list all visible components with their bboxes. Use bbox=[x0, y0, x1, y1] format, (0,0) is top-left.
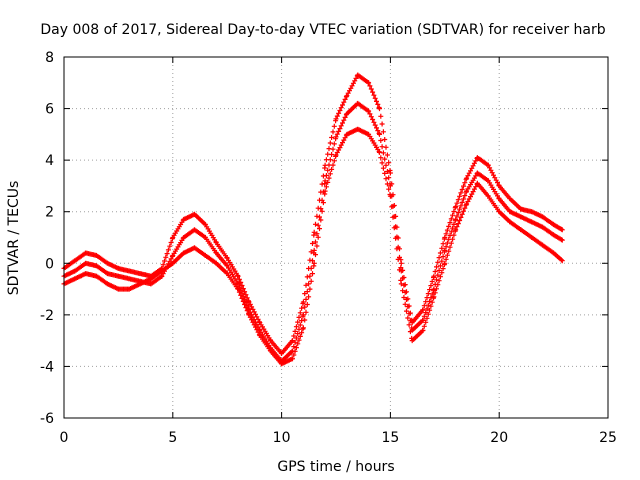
y-tick-label: 6 bbox=[45, 102, 54, 118]
y-tick-label: 2 bbox=[45, 205, 54, 221]
plot-frame bbox=[63, 56, 609, 419]
y-axis-ticks: -6 -4 -2 0 2 4 6 8 bbox=[40, 50, 608, 427]
chart-title: Day 008 of 2017, Sidereal Day-to-day VTE… bbox=[40, 22, 605, 38]
y-tick-label: 4 bbox=[45, 153, 54, 169]
y-tick-label: 8 bbox=[45, 50, 54, 66]
x-axis-label: GPS time / hours bbox=[277, 459, 394, 475]
series-track-1 bbox=[61, 72, 565, 356]
x-tick-label: 10 bbox=[273, 430, 291, 446]
x-tick-label: 25 bbox=[599, 430, 617, 446]
series-track-3 bbox=[61, 126, 565, 367]
y-axis-label: SDTVAR / TECUs bbox=[6, 181, 22, 296]
y-tick-label: -4 bbox=[40, 359, 54, 375]
y-tick-label: -2 bbox=[40, 308, 54, 324]
data-point-markers bbox=[61, 72, 565, 356]
series-layer bbox=[61, 72, 565, 367]
x-tick-label: 5 bbox=[168, 430, 177, 446]
x-tick-label: 0 bbox=[60, 430, 69, 446]
x-tick-label: 15 bbox=[381, 430, 399, 446]
data-point-markers bbox=[61, 126, 565, 367]
x-axis-ticks: 0 5 10 15 20 25 bbox=[60, 57, 617, 446]
x-tick-label: 20 bbox=[490, 430, 508, 446]
y-tick-label: 0 bbox=[45, 256, 54, 272]
y-tick-label: -6 bbox=[40, 411, 54, 427]
grid-lines bbox=[64, 57, 608, 418]
